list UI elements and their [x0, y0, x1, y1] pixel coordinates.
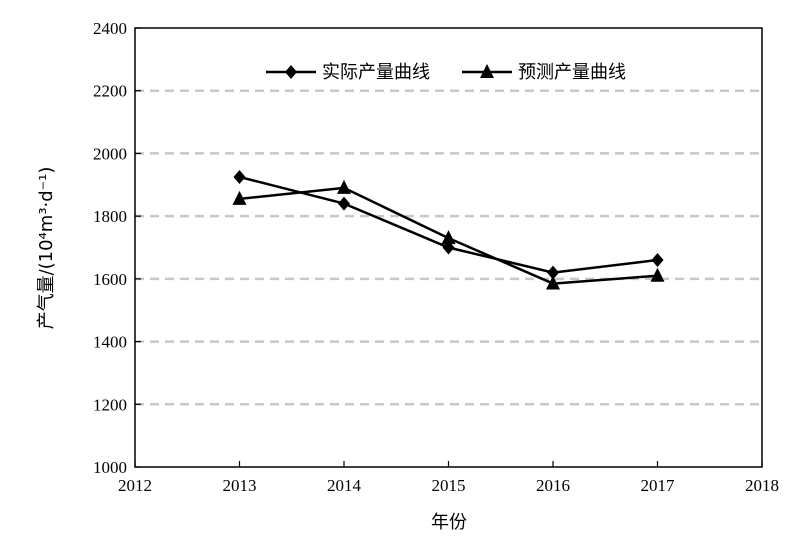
- data-point: [650, 267, 665, 282]
- data-point: [651, 253, 664, 268]
- x-axis: 2012 2013 2014 2015 2016 2017 2018: [118, 461, 779, 495]
- y-tick-label: 1000: [93, 458, 127, 477]
- data-point: [233, 169, 246, 184]
- x-tick-label: 2016: [536, 476, 570, 495]
- legend-label: 预测产量曲线: [518, 62, 626, 83]
- series-1: [233, 169, 664, 280]
- legend-marker: [480, 64, 494, 78]
- data-point: [337, 179, 351, 194]
- x-tick-label: 2017: [641, 476, 676, 495]
- y-tick-label: 2400: [93, 19, 127, 38]
- legend-item-2: 预测产量曲线: [462, 62, 626, 83]
- x-tick-label: 2018: [745, 476, 779, 495]
- y-tick-label: 2000: [93, 144, 127, 163]
- y-tick-label: 2200: [93, 82, 127, 101]
- legend-item-1: 实际产量曲线: [266, 62, 430, 83]
- x-axis-title: 年份: [431, 512, 467, 533]
- y-axis-title: 产气量/(10⁴m³·d⁻¹): [36, 167, 57, 330]
- data-point: [232, 190, 247, 205]
- legend: 实际产量曲线 预测产量曲线: [266, 62, 626, 83]
- data-point: [338, 196, 350, 211]
- legend-label: 实际产量曲线: [322, 62, 430, 83]
- data-point: [441, 230, 456, 245]
- y-tick-label: 1800: [93, 207, 127, 226]
- y-axis: 1000 1200 1400 1600 1800 2000 2200 2400: [93, 19, 141, 477]
- y-tick-label: 1200: [93, 395, 127, 414]
- legend-marker: [285, 65, 297, 79]
- y-tick-label: 1400: [93, 333, 127, 352]
- x-tick-label: 2014: [327, 476, 362, 495]
- data-point: [547, 265, 559, 280]
- x-tick-label: 2015: [432, 476, 466, 495]
- x-tick-label: 2013: [223, 476, 257, 495]
- x-tick-label: 2012: [118, 476, 152, 495]
- data-point: [546, 275, 560, 290]
- series-layer: [232, 169, 665, 290]
- series-2: [232, 179, 665, 290]
- y-tick-label: 1600: [93, 270, 127, 289]
